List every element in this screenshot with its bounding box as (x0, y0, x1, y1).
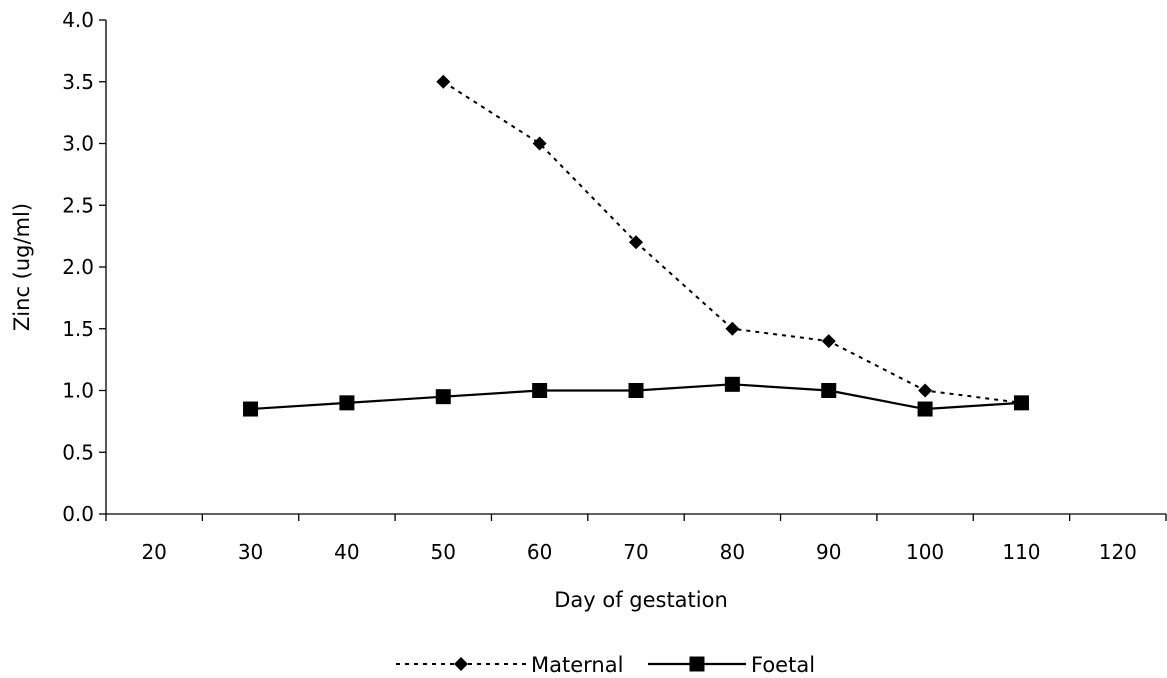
data-point (1013, 395, 1029, 411)
data-point (725, 321, 740, 336)
x-tick-label: 60 (527, 540, 552, 564)
y-tick-label: 1.0 (62, 379, 94, 403)
legend-marker (454, 657, 468, 671)
x-axis-ticks: 20 30 40 50 60 70 80 90 100 110 120 (105, 514, 1167, 564)
data-point (724, 376, 740, 392)
data-point (532, 136, 547, 151)
x-tick-label: 40 (334, 540, 359, 564)
legend: Maternal Foetal (396, 653, 815, 677)
x-tick-label: 80 (720, 540, 745, 564)
data-point (629, 235, 643, 250)
y-tick-label: 1.5 (62, 317, 94, 341)
x-tick-label: 110 (1002, 540, 1040, 564)
y-tick-label: 2.5 (62, 193, 94, 217)
legend-label: Maternal (531, 653, 623, 677)
data-point (918, 383, 933, 398)
series-layer (243, 74, 1029, 417)
y-tick-label: 2.0 (62, 255, 94, 279)
y-axis-title: Zinc (ug/ml) (10, 203, 34, 331)
data-point (821, 334, 836, 349)
x-tick-label: 90 (816, 540, 841, 564)
x-tick-label: 20 (141, 540, 166, 564)
x-axis-title: Day of gestation (554, 588, 728, 612)
y-tick-label: 0.5 (62, 440, 94, 464)
data-point (628, 383, 644, 398)
series-line-maternal (442, 80, 1022, 404)
y-tick-label: 0.0 (62, 502, 94, 526)
series-maternal (436, 74, 1029, 410)
legend-marker (689, 656, 705, 672)
x-tick-label: 70 (623, 540, 648, 564)
x-tick-label: 30 (238, 540, 263, 564)
x-tick-label: 50 (431, 540, 456, 564)
data-point (532, 383, 548, 398)
y-tick-label: 3.5 (62, 70, 94, 94)
x-tick-label: 100 (906, 540, 944, 564)
data-point (917, 401, 933, 417)
series-foetal (243, 376, 1029, 417)
y-tick-label: 4.0 (62, 8, 94, 32)
x-tick-label: 120 (1099, 540, 1137, 564)
legend-item-foetal: Foetal (648, 653, 815, 677)
data-point (436, 74, 451, 89)
data-point (243, 401, 259, 417)
data-point (339, 395, 355, 411)
legend-label: Foetal (751, 653, 815, 677)
y-tick-label: 3.0 (62, 132, 94, 156)
y-axis-ticks: 0.0 0.5 1.0 1.5 2.0 2.5 3.0 3.5 4.0 (62, 8, 106, 526)
axes (105, 20, 1166, 515)
legend-item-maternal: Maternal (396, 653, 623, 677)
data-point (821, 383, 837, 398)
data-point (435, 389, 451, 405)
